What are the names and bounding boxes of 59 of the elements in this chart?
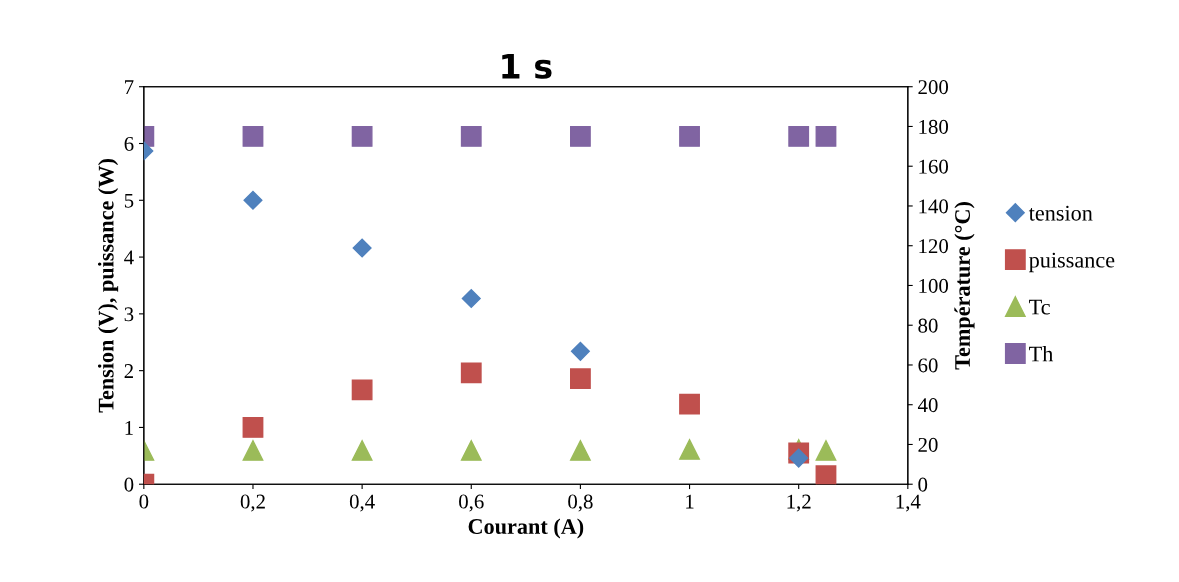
y2-tick-label: 20 [918, 437, 938, 452]
y2-tick-label: 200 [918, 80, 949, 95]
x-axis-title: Courant (A) [468, 518, 584, 539]
x-tick-label: 1 [686, 494, 694, 509]
x-tick-label: 1,4 [896, 494, 921, 512]
x-tick-label: 0,4 [349, 494, 375, 512]
y-tick-label: 0 [124, 477, 134, 492]
point [242, 440, 264, 461]
y2-tick-label: 100 [919, 278, 949, 293]
point [815, 125, 837, 147]
y-tick-label: 4 [124, 250, 134, 265]
y2-tick-label: 120 [919, 239, 949, 254]
y2-tick-label: 140 [919, 199, 949, 214]
y-axis-title: Tension (V), puissance (W) [97, 159, 119, 413]
legend-label: Tc [1029, 299, 1050, 315]
point [570, 341, 590, 361]
y2-tick-label: 0 [918, 477, 928, 492]
point [460, 125, 482, 147]
y2-tick-label: 80 [918, 318, 938, 333]
point [460, 440, 482, 461]
point [789, 448, 809, 468]
legend-label: puissance [1029, 252, 1115, 273]
point [569, 440, 591, 461]
point [460, 362, 482, 384]
y-tick-label: 2 [124, 364, 133, 378]
x-tick-label: 0,2 [240, 494, 265, 512]
y2-tick-label: 180 [919, 119, 949, 134]
y-tick-label: 5 [124, 193, 134, 208]
x-tick-label: 0,6 [459, 494, 484, 512]
point [243, 190, 263, 210]
point [679, 439, 700, 460]
point [242, 125, 264, 147]
x-tick-label: 0 [139, 494, 149, 509]
x-tick-label: 1,2 [787, 494, 811, 512]
y2-tick-label: 60 [918, 358, 938, 373]
point [788, 125, 810, 147]
y2-tick-label: 160 [919, 159, 949, 174]
point [569, 125, 591, 147]
legend-label: Th [1029, 345, 1054, 362]
x-tick-label: 0,8 [568, 494, 593, 512]
y2-axis-title: Température (°C) [954, 202, 975, 370]
y2-tick-label: 40 [917, 398, 938, 413]
point [815, 465, 837, 485]
y-tick-label: 1 [125, 420, 133, 435]
chart-title: 1 s [502, 54, 552, 79]
point [242, 417, 264, 438]
y-tick-label: 3 [124, 307, 134, 322]
legend-label: tension [1028, 205, 1093, 221]
point [351, 440, 373, 461]
y-tick-label: 7 [125, 80, 134, 94]
point [815, 440, 837, 461]
point [461, 288, 481, 309]
point [352, 238, 372, 258]
point [351, 125, 373, 147]
point [569, 368, 591, 390]
point [679, 393, 700, 415]
point [351, 379, 373, 401]
point [679, 125, 700, 147]
y-tick-label: 6 [124, 136, 134, 151]
